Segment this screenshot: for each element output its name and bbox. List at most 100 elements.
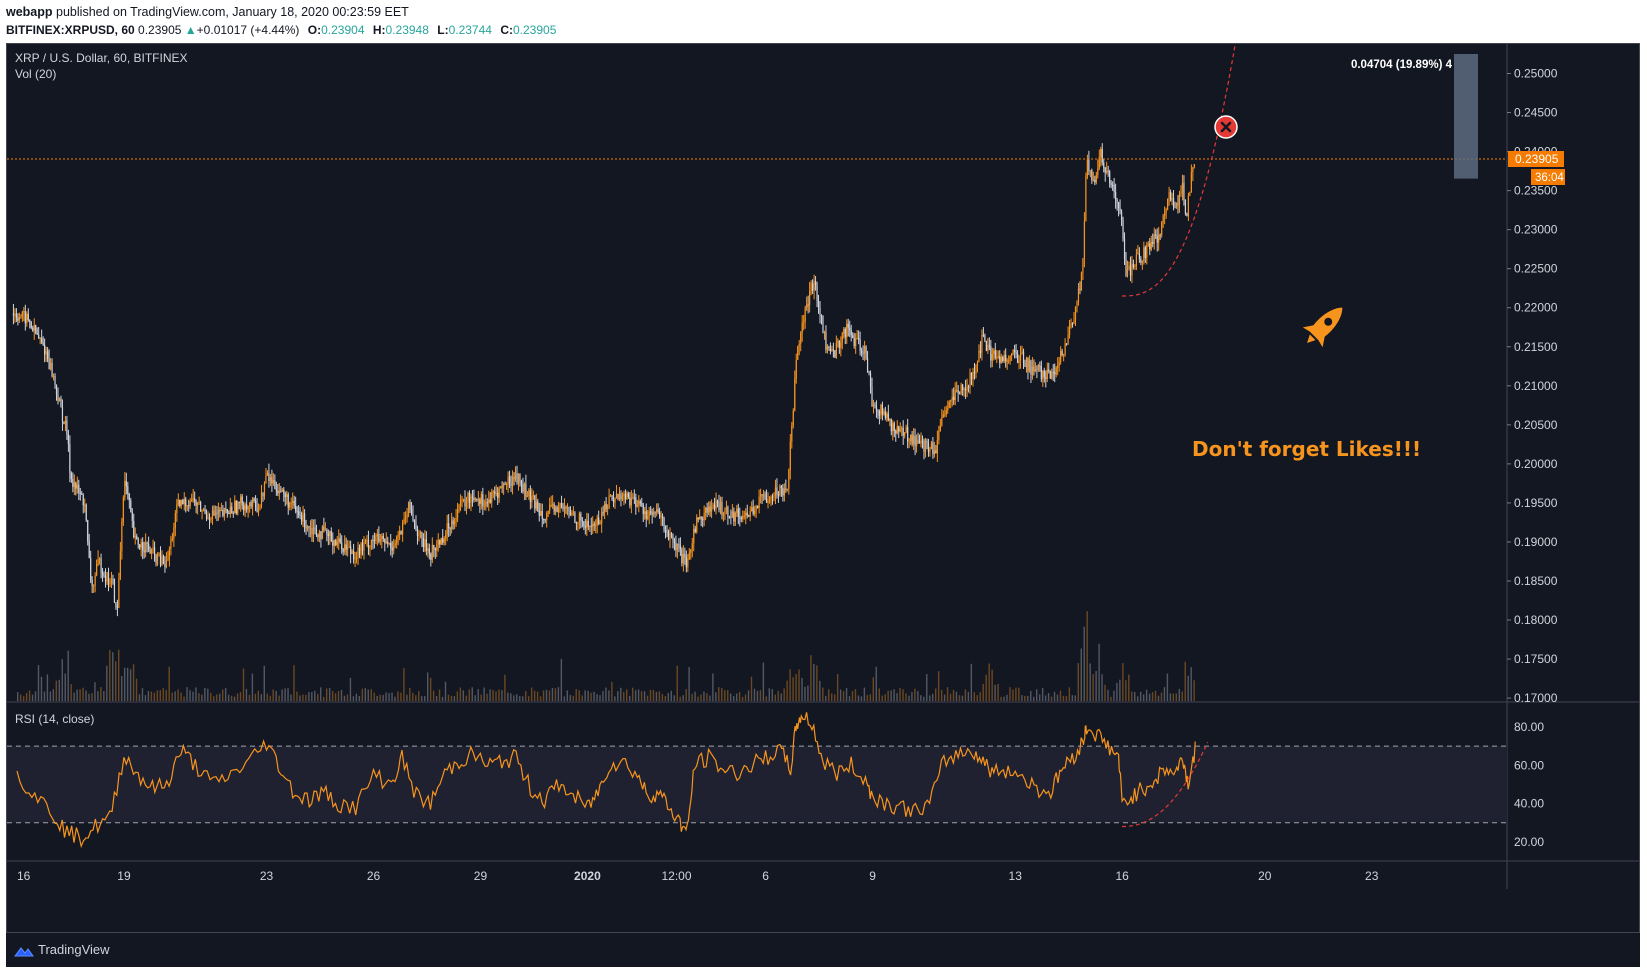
candle-body bbox=[87, 520, 89, 542]
rsi-tick-label: 80.00 bbox=[1514, 720, 1544, 734]
candle-body bbox=[590, 525, 592, 527]
candle-body bbox=[110, 579, 113, 584]
candle-body bbox=[777, 493, 780, 496]
volume-bar bbox=[1116, 682, 1118, 701]
candle-body bbox=[938, 431, 940, 440]
candle-body bbox=[826, 346, 829, 350]
candle-body bbox=[36, 332, 38, 335]
candle-body bbox=[358, 547, 361, 555]
candle-body bbox=[440, 537, 442, 545]
candle-body bbox=[768, 500, 771, 502]
candle-body bbox=[467, 492, 469, 502]
candle-body bbox=[908, 441, 910, 443]
volume-bar bbox=[1003, 696, 1005, 701]
candle-body bbox=[20, 316, 22, 318]
candle-body bbox=[91, 579, 93, 586]
volume-bar bbox=[73, 692, 75, 701]
candle-body bbox=[675, 542, 677, 551]
chart-frame[interactable]: 0.250000.245000.240000.235000.230000.225… bbox=[6, 43, 1640, 933]
volume-bar bbox=[17, 692, 19, 701]
candle-body bbox=[706, 507, 708, 513]
volume-bar bbox=[519, 695, 521, 701]
candle-body bbox=[327, 533, 329, 537]
candle-body bbox=[786, 488, 788, 490]
candle-body bbox=[809, 290, 811, 306]
candle-body bbox=[431, 544, 433, 560]
volume-bar bbox=[994, 684, 996, 701]
candle-body bbox=[712, 504, 714, 509]
candle-body bbox=[972, 371, 974, 380]
candle-body bbox=[55, 384, 58, 395]
candle-body bbox=[754, 510, 756, 514]
time-tick-label: 12:00 bbox=[662, 869, 692, 883]
candle-body bbox=[927, 442, 930, 453]
volume-bar bbox=[1181, 691, 1183, 701]
volume-bar bbox=[227, 694, 230, 701]
candle-body bbox=[811, 283, 814, 291]
candle-body bbox=[278, 490, 280, 494]
candle-body bbox=[228, 512, 230, 515]
candle-body bbox=[142, 542, 144, 551]
volume-bar bbox=[269, 695, 271, 701]
time-tick-label: 13 bbox=[1009, 869, 1023, 883]
candle-body bbox=[100, 558, 102, 573]
candle-body bbox=[139, 544, 141, 548]
volume-bar bbox=[106, 665, 108, 701]
tradingview-logo[interactable]: TradingView bbox=[14, 942, 110, 958]
price-tick-label: 0.23500 bbox=[1514, 184, 1558, 198]
candle-body bbox=[293, 500, 295, 506]
candle-body bbox=[449, 528, 451, 530]
candle-body bbox=[1060, 350, 1062, 362]
candle-body bbox=[912, 435, 915, 445]
candle-body bbox=[195, 502, 197, 506]
volume-bar bbox=[1015, 687, 1017, 701]
candle-body bbox=[482, 494, 484, 507]
candle-body bbox=[436, 544, 438, 551]
volume-bar bbox=[836, 673, 839, 701]
candle-body bbox=[146, 542, 148, 544]
candle-body bbox=[51, 362, 53, 377]
volume-bar bbox=[34, 691, 37, 701]
candle-body bbox=[926, 440, 928, 443]
candle-body bbox=[23, 311, 25, 313]
volume-bar bbox=[738, 691, 741, 701]
candle-body bbox=[158, 553, 160, 556]
candle-body bbox=[841, 333, 843, 343]
candle-body bbox=[562, 505, 564, 509]
volume-bar bbox=[94, 682, 96, 701]
candle-body bbox=[333, 539, 335, 546]
volume-bar bbox=[376, 695, 378, 701]
candle-body bbox=[281, 489, 283, 492]
volume-bar bbox=[37, 665, 40, 701]
volume-bar bbox=[1047, 693, 1050, 701]
candle-body bbox=[615, 494, 618, 498]
price-chart[interactable]: 0.250000.245000.240000.235000.230000.225… bbox=[7, 44, 1639, 932]
candle-body bbox=[831, 349, 833, 352]
candle-body bbox=[774, 487, 777, 496]
candle-body bbox=[208, 517, 211, 521]
volume-bar bbox=[248, 694, 251, 701]
candle-body bbox=[1159, 234, 1161, 236]
volume-bar bbox=[753, 688, 756, 701]
candle-body bbox=[156, 555, 159, 564]
candle-body bbox=[149, 549, 151, 554]
candle-body bbox=[1106, 170, 1108, 173]
volume-bar bbox=[22, 696, 25, 701]
volume-bar bbox=[527, 696, 530, 701]
volume-bar bbox=[822, 687, 824, 701]
candle-body bbox=[767, 500, 769, 503]
candle-body bbox=[403, 518, 405, 523]
candle-body bbox=[1169, 192, 1172, 201]
candle-body bbox=[1183, 182, 1185, 201]
volume-bar bbox=[507, 692, 509, 701]
candle-body bbox=[115, 602, 117, 607]
candle-body bbox=[1051, 371, 1053, 379]
candle-body bbox=[64, 420, 67, 424]
candle-body bbox=[765, 498, 768, 503]
author-name[interactable]: webapp bbox=[6, 5, 53, 19]
candle-body bbox=[639, 501, 641, 504]
candle-body bbox=[418, 534, 420, 536]
volume-bar bbox=[379, 694, 381, 701]
measure-range-box[interactable] bbox=[1454, 54, 1478, 179]
candle-body bbox=[61, 406, 64, 422]
